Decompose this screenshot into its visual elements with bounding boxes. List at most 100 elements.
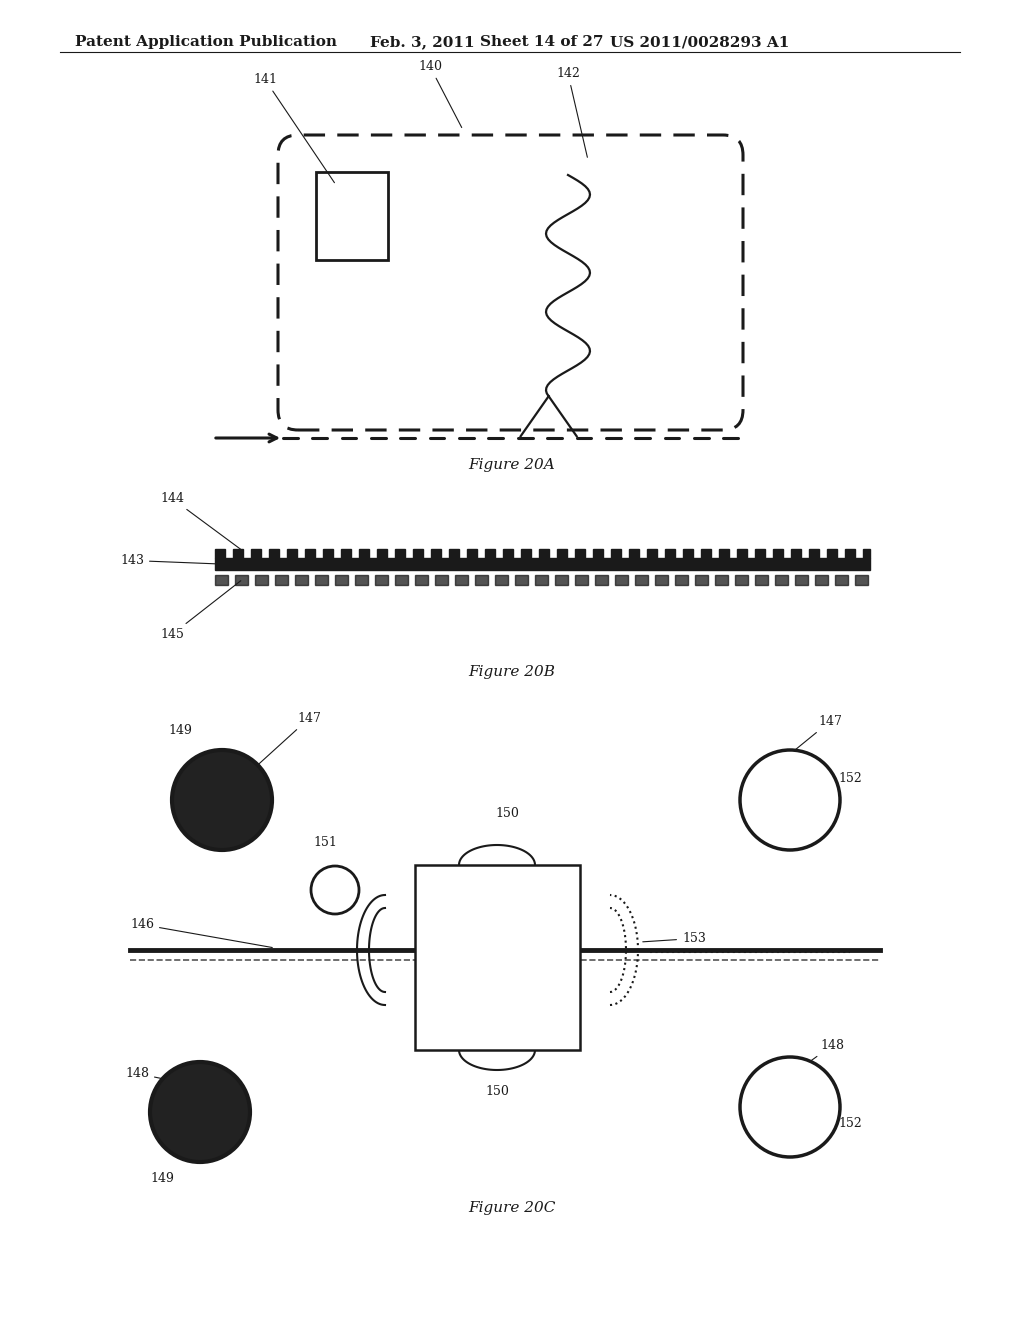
Text: 150: 150 [485,1085,509,1098]
Bar [315,576,328,585]
Bar [845,549,855,558]
Bar [539,549,549,558]
Circle shape [740,1057,840,1158]
Bar [827,549,837,558]
Bar [495,576,508,585]
Text: Figure 20B: Figure 20B [469,665,555,678]
Bar [355,576,368,585]
Bar [701,549,711,558]
Bar [467,549,477,558]
Text: 150: 150 [495,807,519,820]
Bar [755,576,768,585]
Bar [431,549,441,558]
Bar [251,549,261,558]
Text: US 2011/0028293 A1: US 2011/0028293 A1 [610,36,790,49]
Text: Sheet 14 of 27: Sheet 14 of 27 [480,36,603,49]
Bar [615,576,628,585]
Bar [234,576,248,585]
Bar [215,558,870,570]
Bar [815,576,828,585]
Text: 145: 145 [160,581,241,642]
Bar [449,549,459,558]
Text: 147: 147 [252,711,321,770]
Text: 151: 151 [313,836,337,849]
Bar [316,172,388,260]
Bar [305,549,315,558]
Bar [593,549,603,558]
Bar [413,549,423,558]
Bar [269,549,279,558]
Bar [295,576,308,585]
Bar [215,549,225,558]
Bar [863,549,870,558]
Bar [323,549,333,558]
Bar [335,576,348,585]
Bar [475,576,488,585]
Text: 149: 149 [150,1172,174,1185]
Bar [375,576,388,585]
Text: Feb. 3, 2011: Feb. 3, 2011 [370,36,475,49]
Bar [415,576,428,585]
Circle shape [311,866,359,913]
Bar [635,576,648,585]
Bar [455,576,468,585]
Bar [735,576,748,585]
Bar [611,549,621,558]
Text: 144: 144 [160,492,241,549]
Bar [775,576,788,585]
Bar [359,549,369,558]
Bar [737,549,746,558]
Bar [215,576,228,585]
Bar [287,549,297,558]
Bar [521,549,531,558]
Bar [683,549,693,558]
FancyBboxPatch shape [278,135,743,430]
Bar [535,576,548,585]
Bar [395,576,408,585]
Text: 141: 141 [253,73,335,182]
Text: 148: 148 [774,1039,844,1088]
Text: 149: 149 [168,723,191,737]
Bar [791,549,801,558]
Text: Patent Application Publication: Patent Application Publication [75,36,337,49]
Bar [665,549,675,558]
Text: 152: 152 [784,772,862,817]
Text: 152: 152 [784,1096,862,1130]
Bar [715,576,728,585]
Text: 142: 142 [556,67,588,157]
Bar [675,576,688,585]
Bar [575,576,588,585]
Bar [233,549,243,558]
Bar [341,549,351,558]
Text: 148: 148 [125,1067,215,1089]
Bar [647,549,657,558]
Text: 140: 140 [418,59,462,128]
Text: Figure 20A: Figure 20A [469,458,555,473]
Bar [555,576,568,585]
Bar [855,576,868,585]
Bar [795,576,808,585]
Bar [275,576,288,585]
Bar [809,549,819,558]
Text: 153: 153 [643,932,706,945]
Bar [515,576,528,585]
Bar [503,549,513,558]
Bar [719,549,729,558]
Bar [575,549,585,558]
Bar [835,576,848,585]
Bar [485,549,495,558]
Bar [595,576,608,585]
Circle shape [740,750,840,850]
Bar [255,576,268,585]
Text: 143: 143 [120,554,217,568]
Circle shape [150,1063,250,1162]
Bar [773,549,783,558]
Text: Figure 20C: Figure 20C [468,1201,556,1214]
Text: 147: 147 [770,715,842,771]
Bar [557,549,567,558]
Bar [377,549,387,558]
Circle shape [172,750,272,850]
Bar [415,865,580,1049]
Bar [395,549,406,558]
Bar [655,576,668,585]
